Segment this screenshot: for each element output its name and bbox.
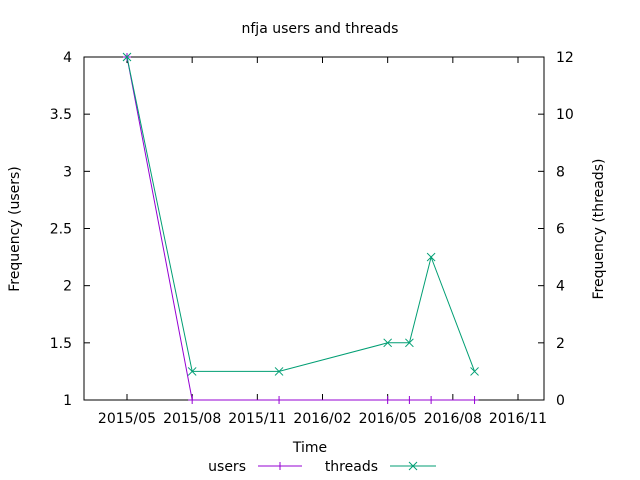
y-left-tick-label: 2 (63, 279, 72, 295)
data-point-threads (405, 338, 414, 348)
y-left-tick-label: 2.5 (50, 222, 72, 238)
y-axis-label-right: Frequency (threads) (591, 159, 607, 300)
legend-label-threads: threads (325, 459, 378, 475)
x-tick-label: 2016/08 (424, 411, 482, 427)
y-right-tick-label: 10 (556, 107, 574, 123)
data-point-threads (426, 252, 436, 262)
x-tick-label: 2016/05 (359, 411, 417, 427)
x-tick-label: 2016/11 (489, 411, 547, 427)
y-left-tick-label: 1 (63, 393, 72, 409)
y-axis-label-left: Frequency (users) (7, 166, 23, 292)
y-left-tick-label: 3 (63, 164, 72, 180)
series-line-users (126, 56, 475, 401)
y-left-tick-label: 4 (63, 50, 72, 66)
x-tick-label: 2016/02 (293, 411, 351, 427)
x-axis-label: Time (292, 440, 327, 456)
data-point-threads (470, 367, 479, 376)
x-tick-label: 2015/11 (228, 411, 286, 427)
data-point-threads (122, 52, 132, 62)
x-tick-label: 2015/05 (98, 411, 156, 427)
y-right-tick-label: 2 (556, 336, 565, 352)
data-point-users (275, 396, 284, 404)
y-right-tick-label: 12 (556, 50, 574, 66)
x-tick-label: 2015/08 (163, 411, 221, 427)
legend-label-users: users (208, 459, 246, 475)
legend: users threads (208, 459, 436, 475)
data-point-threads (187, 367, 197, 376)
y-left-tick-label: 3.5 (50, 107, 72, 123)
legend-marker-threads (408, 461, 418, 471)
data-point-users (405, 396, 414, 404)
data-point-users (427, 396, 436, 404)
data-point-users (470, 396, 479, 404)
chart-title: nfja users and threads (242, 21, 399, 37)
y-right-tick-label: 0 (556, 393, 565, 409)
series-line-threads (126, 56, 476, 372)
data-point-users (188, 396, 197, 404)
data-point-threads (383, 338, 393, 348)
y-right-tick-label: 4 (556, 279, 565, 295)
data-point-users (383, 396, 392, 404)
y-left-tick-label: 1.5 (50, 336, 72, 352)
y-right-tick-label: 6 (556, 222, 565, 238)
data-point-threads (274, 367, 284, 376)
legend-marker-users (276, 462, 284, 470)
y-right-tick-label: 8 (556, 164, 565, 180)
plot-frame (83, 56, 545, 401)
